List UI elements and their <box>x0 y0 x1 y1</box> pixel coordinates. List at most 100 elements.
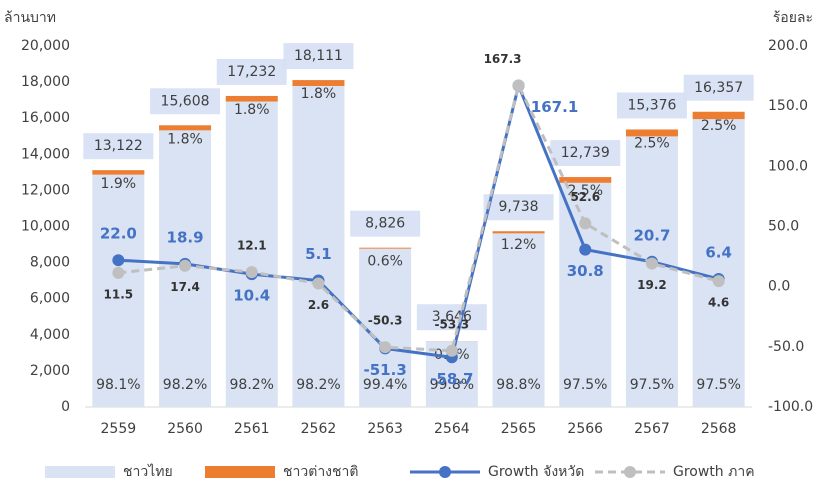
bar-segment <box>292 85 345 408</box>
y2-tick-label: 100.0 <box>768 158 808 174</box>
bar-segment <box>625 129 678 137</box>
x-tick-label: 2559 <box>101 421 137 437</box>
share-label: 98.2% <box>296 377 340 393</box>
share-label: 1.8% <box>301 86 337 102</box>
y-tick-label: 6,000 <box>30 291 70 307</box>
line-value-label: -50.3 <box>368 314 403 328</box>
total-label: 18,111 <box>294 48 343 64</box>
bar-segment <box>159 125 212 131</box>
line-value-label: 12.1 <box>237 239 267 253</box>
line-value-label: 2.6 <box>308 298 329 312</box>
line-point <box>312 277 325 290</box>
share-label: 2.5% <box>634 135 670 151</box>
line-value-label: 30.8 <box>567 262 604 280</box>
y2-tick-label: -100.0 <box>768 399 813 415</box>
total-label-box <box>683 74 754 101</box>
line-point <box>645 257 658 270</box>
total-label: 8,826 <box>365 216 405 232</box>
x-tick-label: 2568 <box>701 421 737 437</box>
total-label-box <box>83 133 154 160</box>
total-label-box <box>350 210 421 237</box>
bar-segment <box>92 174 145 407</box>
x-tick-label: 2562 <box>301 421 337 437</box>
line-point <box>379 341 392 354</box>
total-label-box <box>616 92 687 119</box>
total-label-box <box>283 43 354 70</box>
y-tick-label: 8,000 <box>30 255 70 271</box>
total-label-box <box>150 88 221 115</box>
x-tick-label: 2567 <box>634 421 670 437</box>
line-value-label: 167.3 <box>484 52 522 66</box>
line-point <box>179 259 192 272</box>
y2-tick-label: 0.0 <box>768 279 790 295</box>
share-label: 0.6% <box>367 254 403 270</box>
total-label: 16,357 <box>694 80 743 96</box>
x-tick-label: 2563 <box>367 421 403 437</box>
bar-segment <box>492 233 545 407</box>
line-value-label: 17.4 <box>170 280 200 294</box>
line <box>118 80 720 359</box>
y-tick-label: 10,000 <box>21 219 70 235</box>
total-label-box <box>416 304 487 331</box>
line-value-label: 5.1 <box>305 245 332 263</box>
legend-swatch <box>624 466 636 478</box>
line-value-label: 6.4 <box>705 243 732 261</box>
y-tick-label: 0 <box>61 399 70 415</box>
line-point <box>579 243 592 256</box>
legend-label: Growth จังหวัด <box>488 464 584 480</box>
share-label: 97.5% <box>630 377 674 393</box>
y-tick-label: 4,000 <box>30 327 70 343</box>
legend-swatch <box>439 466 451 478</box>
bar-segment <box>559 177 612 183</box>
y-tick-label: 16,000 <box>21 110 70 126</box>
y-tick-label: 14,000 <box>21 146 70 162</box>
total-label: 15,608 <box>161 93 210 109</box>
line-point <box>245 266 258 279</box>
share-label: 1.8% <box>234 102 270 118</box>
line-value-label: 22.0 <box>100 225 137 243</box>
bar-segment <box>692 111 745 120</box>
total-label-box <box>550 140 621 167</box>
share-label: 99.8% <box>430 377 474 393</box>
line-point <box>445 344 458 357</box>
total-label: 15,376 <box>627 97 676 113</box>
y2-tick-label: -50.0 <box>768 339 804 355</box>
line-value-label: 20.7 <box>633 226 670 244</box>
y2-tick-label: 50.0 <box>768 219 799 235</box>
total-label: 13,122 <box>94 138 143 154</box>
y-tick-label: 20,000 <box>21 38 70 54</box>
share-label: 2.5% <box>701 118 737 134</box>
legend-swatch <box>45 466 115 478</box>
bar-segment <box>225 101 278 408</box>
bar-segment <box>359 248 412 407</box>
line-value-label: -53.3 <box>435 317 470 331</box>
y2-tick-label: 200.0 <box>768 38 808 54</box>
line-point <box>512 79 525 92</box>
legend-swatch <box>205 466 275 478</box>
line-value-label: 4.6 <box>708 296 729 310</box>
legend-label: ชาวต่างชาติ <box>283 464 358 480</box>
share-label: 98.1% <box>96 377 140 393</box>
bar-segment <box>559 182 612 407</box>
x-tick-label: 2561 <box>234 421 270 437</box>
legend-label: ชาวไทย <box>123 463 173 480</box>
bar-segment <box>292 80 345 86</box>
total-label-box <box>216 58 287 85</box>
y-axis-title: ล้านบาท <box>4 10 56 26</box>
x-tick-label: 2564 <box>434 421 470 437</box>
share-label: 97.5% <box>696 377 740 393</box>
y-tick-label: 2,000 <box>30 363 70 379</box>
line-value-label: -58.7 <box>430 370 473 388</box>
line-value-label: -51.3 <box>364 361 407 379</box>
line-value-label: 167.1 <box>531 98 578 116</box>
total-label: 17,232 <box>227 64 276 80</box>
share-label: 2.5% <box>567 183 603 199</box>
line-point <box>112 266 125 279</box>
bar-segment <box>225 95 278 102</box>
total-label: 9,738 <box>499 199 539 215</box>
share-label: 97.5% <box>563 377 607 393</box>
line-value-label: 19.2 <box>637 278 667 292</box>
bar-segment <box>692 119 745 407</box>
share-label: 98.2% <box>163 377 207 393</box>
y2-axis-title: ร้อยละ <box>773 10 813 26</box>
